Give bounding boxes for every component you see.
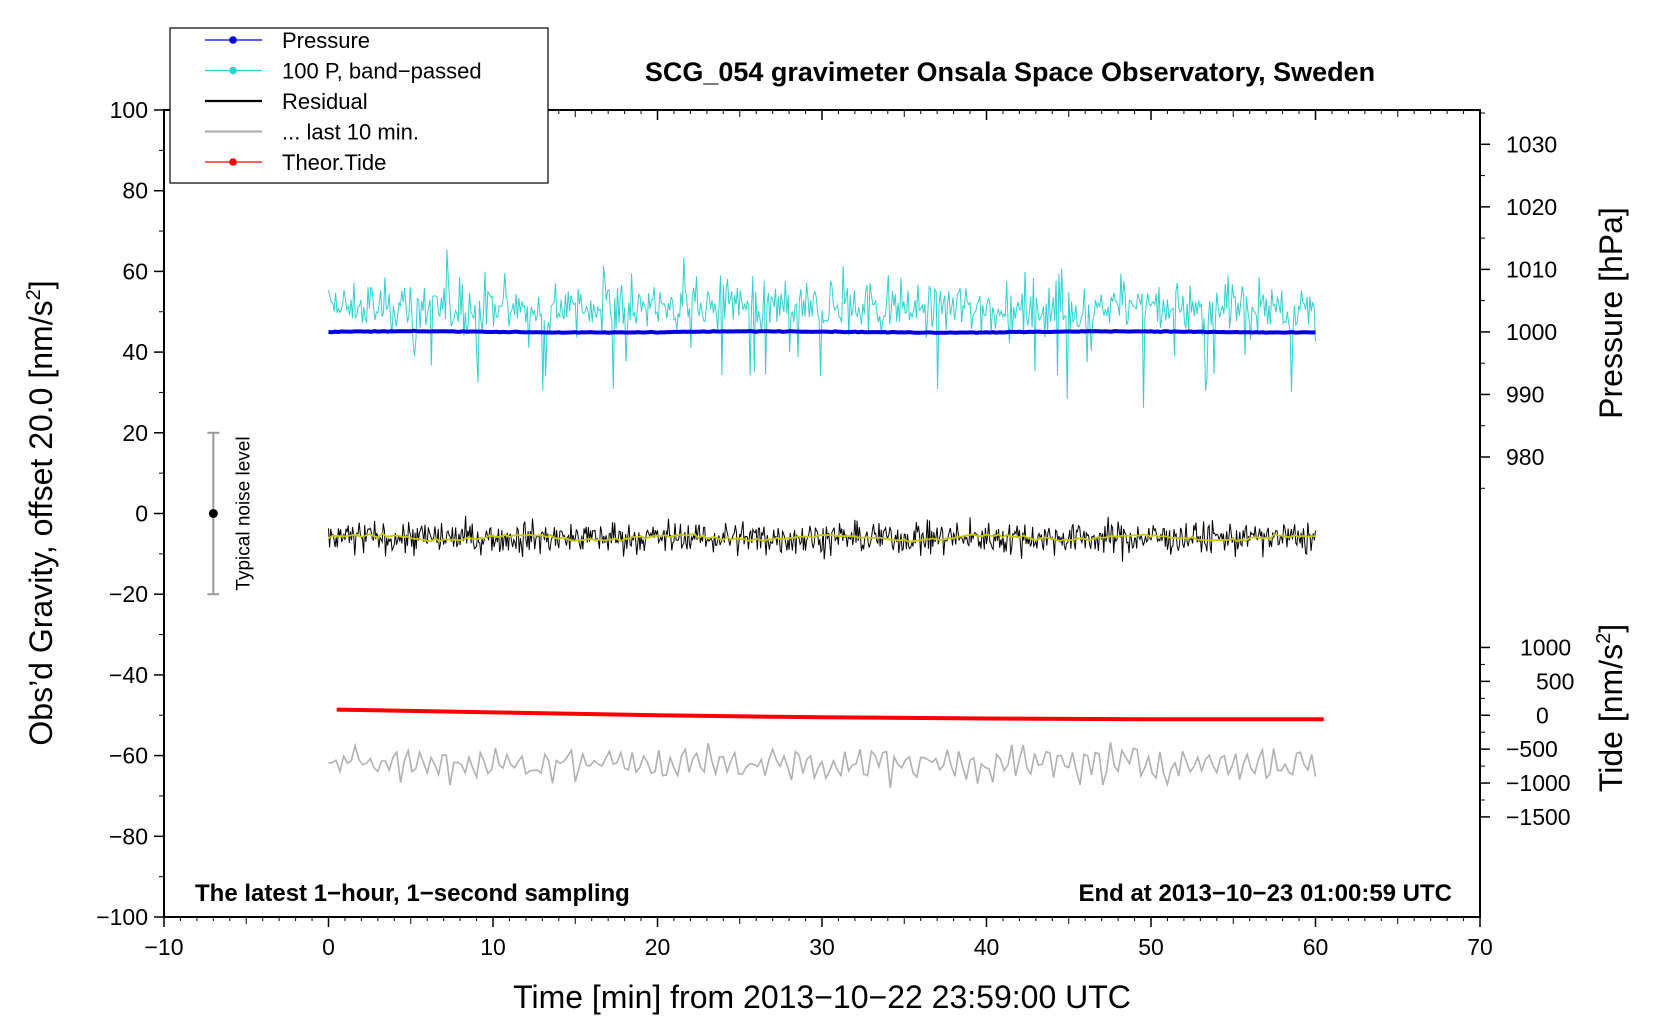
legend-label: ... last 10 min. bbox=[282, 120, 419, 145]
noise-label: Typical noise level bbox=[233, 436, 254, 590]
pressure-tick-label: 1030 bbox=[1506, 131, 1557, 157]
series-theor-tide-line bbox=[336, 707, 1324, 722]
series-layer bbox=[328, 249, 1324, 788]
legend-entries: Pressure 100 P, band−passed Residual ... la… bbox=[205, 28, 482, 175]
legend-label: Theor.Tide bbox=[282, 150, 386, 175]
y-tick-label: −20 bbox=[109, 581, 148, 607]
pressure-tick-label: 990 bbox=[1506, 381, 1544, 407]
y-tick-label: −80 bbox=[109, 823, 148, 849]
legend-swatch-dot bbox=[229, 158, 237, 166]
y-tick-label: 60 bbox=[122, 258, 148, 284]
y-tick-label: −60 bbox=[109, 743, 148, 769]
y-tick-label: 0 bbox=[135, 501, 148, 527]
tide-tick-label: 0 bbox=[1536, 702, 1549, 728]
x-tick-label: 0 bbox=[322, 934, 335, 960]
series-pressure-line bbox=[328, 328, 1316, 335]
tide-axis-title-main: Tide [nm/s bbox=[1593, 644, 1629, 792]
x-tick-label: 50 bbox=[1138, 934, 1164, 960]
y-tick-label: 40 bbox=[122, 339, 148, 365]
x-tick-label: 40 bbox=[974, 934, 1000, 960]
pressure-tick-label: 1010 bbox=[1506, 256, 1557, 282]
legend-swatch-dot bbox=[229, 36, 237, 44]
x-tick-label: 70 bbox=[1467, 934, 1493, 960]
x-tick-label: −10 bbox=[144, 934, 183, 960]
tide-axis-ticks: −1500 −1000 −500 0 500 1000 bbox=[1480, 634, 1574, 830]
x-tick-label: 30 bbox=[809, 934, 835, 960]
pressure-tick-label: 1000 bbox=[1506, 319, 1557, 345]
tide-tick-label: 1000 bbox=[1520, 634, 1571, 660]
annotation-bottom-left: The latest 1−hour, 1−second sampling bbox=[195, 880, 630, 907]
series-last-10-min-line bbox=[328, 742, 1317, 788]
tide-tick-label: −1500 bbox=[1506, 804, 1571, 830]
legend: Pressure 100 P, band−passed Residual ... la… bbox=[169, 27, 549, 184]
x-tick-label: 10 bbox=[480, 934, 506, 960]
legend-box bbox=[169, 27, 549, 184]
x-tick-label: 60 bbox=[1303, 934, 1329, 960]
noise-bar-dot bbox=[208, 509, 218, 518]
series-residual-line bbox=[328, 515, 1316, 562]
y-axis-left-title-sup: 2 bbox=[23, 289, 45, 300]
y-tick-label: 100 bbox=[110, 97, 148, 123]
tide-tick-label: 500 bbox=[1536, 668, 1574, 694]
x-axis-title: Time [min] from 2013−10−22 23:59:00 UTC bbox=[513, 979, 1131, 1015]
y-tick-label: −40 bbox=[109, 662, 148, 688]
y-axis-ticks: −100 −80 −60 −40 −20 0 20 40 60 80 100 bbox=[96, 97, 164, 930]
pressure-tick-label: 1020 bbox=[1506, 194, 1557, 220]
x-axis-ticks: −10 0 10 20 30 40 50 60 70 bbox=[144, 110, 1493, 960]
legend-swatch-dot bbox=[229, 66, 237, 75]
annotation-bottom-right: End at 2013−10−23 01:00:59 UTC bbox=[1078, 880, 1452, 907]
x-tick-label: 20 bbox=[645, 934, 671, 960]
legend-label: Residual bbox=[282, 89, 368, 114]
series-bandpassed-pressure-line bbox=[328, 249, 1316, 408]
legend-label: Pressure bbox=[282, 28, 370, 53]
y-tick-label: 80 bbox=[122, 178, 148, 204]
plot-frame bbox=[163, 109, 1481, 918]
legend-label: 100 P, band−passed bbox=[282, 59, 482, 84]
series-residual-smoothed-line bbox=[328, 532, 1316, 543]
y-tick-label: 20 bbox=[122, 420, 148, 446]
pressure-tick-label: 980 bbox=[1506, 444, 1544, 470]
pressure-axis-ticks: 980 990 1000 1010 1020 1030 bbox=[1480, 112, 1557, 489]
tide-tick-label: −1000 bbox=[1506, 770, 1571, 796]
noise-bar: Typical noise level bbox=[207, 431, 254, 596]
y-axis-left-title-end: ] bbox=[23, 280, 59, 289]
tide-axis-title-end: ] bbox=[1593, 624, 1629, 633]
chart-title: SCG_054 gravimeter Onsala Space Observat… bbox=[645, 57, 1375, 87]
tide-axis-title-sup: 2 bbox=[1593, 633, 1615, 644]
tide-axis-title: Tide [nm/s2] bbox=[1593, 624, 1629, 792]
y-axis-left-title: Obs’d Gravity, offset 20.0 [nm/s2] bbox=[23, 280, 59, 745]
y-axis-left-title-main: Obs’d Gravity, offset 20.0 [nm/s bbox=[23, 300, 59, 745]
y-tick-label: −100 bbox=[96, 904, 148, 930]
tide-tick-label: −500 bbox=[1506, 736, 1558, 762]
pressure-axis-title: Pressure [hPa] bbox=[1593, 207, 1629, 419]
